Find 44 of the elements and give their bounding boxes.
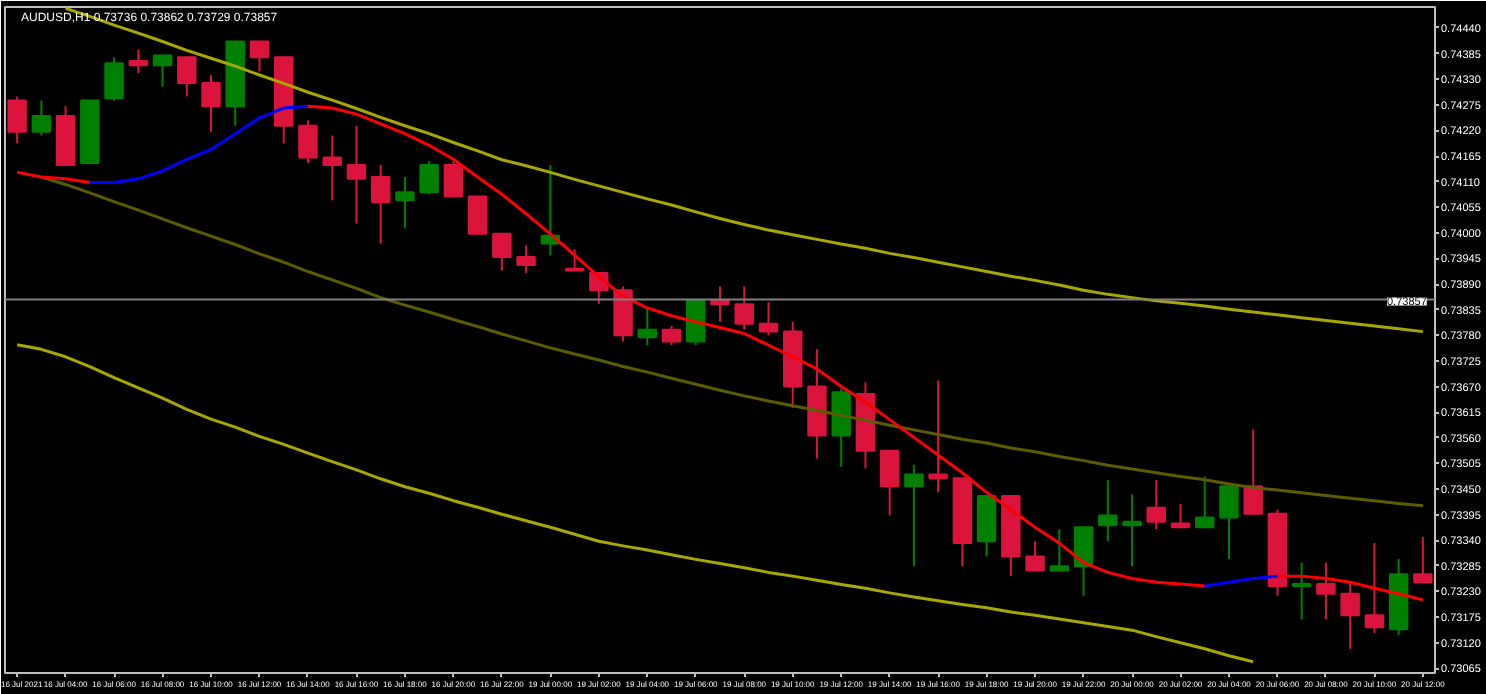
candlestick <box>1340 583 1360 650</box>
line-series <box>15 343 1255 664</box>
candlestick <box>1316 561 1336 621</box>
candlestick <box>734 285 754 331</box>
candlestick <box>177 56 197 98</box>
candlestick <box>1195 475 1215 529</box>
candlestick <box>31 99 52 137</box>
candlestick <box>516 244 536 274</box>
candlestick <box>904 463 924 568</box>
candlestick <box>1170 502 1191 529</box>
candlestick <box>928 379 948 494</box>
candlestick <box>564 248 585 272</box>
candlestick <box>370 163 391 245</box>
candlestick <box>1291 561 1312 621</box>
candlestick <box>661 324 682 347</box>
candlestick <box>1413 536 1433 584</box>
candlestick <box>1219 485 1239 560</box>
candlestick <box>758 301 779 337</box>
candlestick <box>879 449 900 517</box>
candlestick <box>831 387 851 468</box>
candlestick <box>443 160 464 198</box>
candlestick <box>249 40 270 73</box>
candlestick <box>419 160 439 196</box>
candlestick <box>1364 542 1385 634</box>
candlestick <box>322 134 342 202</box>
candlestick <box>104 56 124 102</box>
candlestick <box>128 48 149 75</box>
candlestick <box>492 232 512 272</box>
candlestick <box>346 124 367 225</box>
candlestick <box>467 195 488 235</box>
candlestick <box>637 306 658 347</box>
candlestick <box>1243 428 1263 515</box>
candlestick <box>976 495 997 558</box>
candlestick <box>1049 528 1070 572</box>
candlestick <box>395 175 415 229</box>
candlestick <box>152 54 173 88</box>
candlestick <box>1122 493 1142 568</box>
candlestick <box>1146 479 1166 531</box>
candlestick <box>7 95 27 145</box>
candlestick <box>613 285 633 343</box>
candlestick <box>1025 540 1045 572</box>
candlestick <box>298 119 318 165</box>
candlestick <box>201 74 221 133</box>
candlestick <box>1098 479 1118 543</box>
